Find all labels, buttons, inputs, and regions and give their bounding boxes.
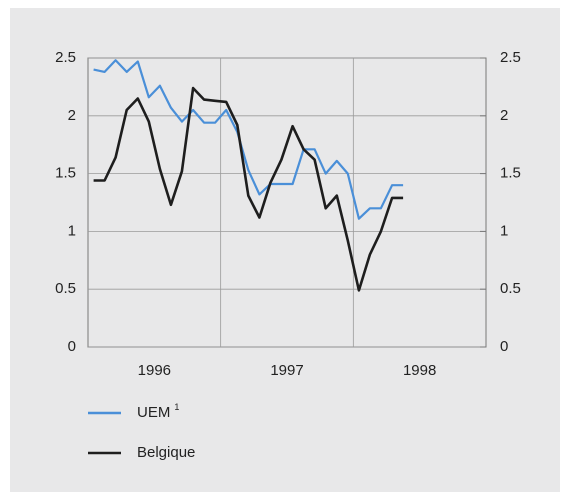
legend-name: UEM <box>137 404 170 421</box>
y2-tick-label: 2.5 <box>500 49 521 66</box>
y-tick-label: 0.5 <box>55 280 76 297</box>
y-tick-label: 2 <box>68 107 76 124</box>
legend-label: UEM 1 <box>137 402 179 421</box>
y-tick-label: 1.5 <box>55 165 76 182</box>
x-tick-label: 1996 <box>138 362 171 379</box>
y2-tick-label: 0.5 <box>500 280 521 297</box>
y-tick-label: 0 <box>68 338 76 355</box>
legend-label: Belgique <box>137 444 195 461</box>
x-tick-label: 1998 <box>403 362 436 379</box>
y2-tick-label: 1 <box>500 222 508 239</box>
legend-name: Belgique <box>137 444 195 461</box>
chart-background <box>10 8 560 492</box>
y-tick-label: 1 <box>68 222 76 239</box>
series-line <box>93 86 404 292</box>
legend-footnote: 1 <box>174 402 179 412</box>
series-line <box>93 59 404 220</box>
y2-tick-label: 1.5 <box>500 165 521 182</box>
x-tick-label: 1997 <box>270 362 303 379</box>
y2-tick-label: 2 <box>500 107 508 124</box>
y-tick-label: 2.5 <box>55 49 76 66</box>
y2-tick-label: 0 <box>500 338 508 355</box>
